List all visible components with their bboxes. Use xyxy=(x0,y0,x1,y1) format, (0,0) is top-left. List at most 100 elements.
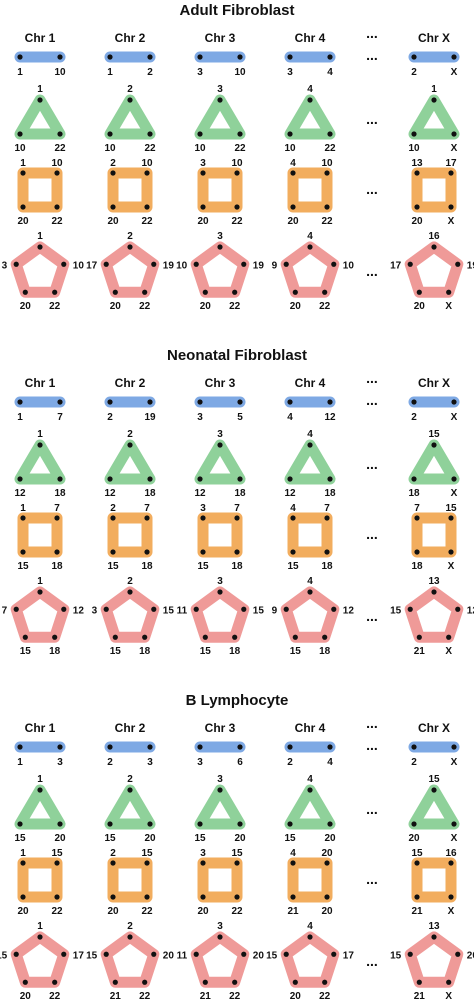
node-label: 21 xyxy=(414,991,426,1002)
chromosome-node xyxy=(144,894,150,900)
node-label: 22 xyxy=(49,301,61,312)
node-label: 15 xyxy=(445,503,457,514)
chromosome-node xyxy=(54,549,60,555)
chromosome-node xyxy=(290,204,296,210)
node-label: 15 xyxy=(86,950,98,961)
chromosome-node xyxy=(451,54,457,60)
node-label: 15 xyxy=(266,950,278,961)
node-label: 10 xyxy=(234,67,246,78)
node-label: 3 xyxy=(217,576,223,587)
tetramer-edges xyxy=(17,512,63,558)
chromosome-node xyxy=(200,894,206,900)
node-label: 20 xyxy=(321,848,333,859)
tetramer-edges xyxy=(411,167,457,213)
dimer-clique: 1 10 xyxy=(14,51,66,78)
node-label: 15 xyxy=(200,646,212,657)
node-label: 3 xyxy=(217,231,223,242)
chromosome-node xyxy=(193,606,199,612)
node-label: 18 xyxy=(49,646,61,657)
dimer-clique: 3 10 xyxy=(194,51,246,78)
node-label: 18 xyxy=(51,561,63,572)
chromosome-node xyxy=(107,821,113,827)
node-label: 3 xyxy=(57,757,63,768)
chromosome-node xyxy=(237,131,243,137)
node-label: 2 xyxy=(127,84,133,95)
ellipsis-marker: ... xyxy=(366,801,378,817)
node-label: 20 xyxy=(110,301,122,312)
node-label: 7 xyxy=(324,503,330,514)
chromosome-node xyxy=(431,934,437,940)
pentamer-edges xyxy=(280,931,340,988)
node-label: 1 xyxy=(37,84,43,95)
node-label: 3 xyxy=(200,503,206,514)
node-label: 7 xyxy=(57,412,63,423)
chromosome-node xyxy=(110,170,116,176)
node-label: 18 xyxy=(54,488,66,499)
chromosome-node xyxy=(411,54,417,60)
chromosome-node xyxy=(200,515,206,521)
node-label: 12 xyxy=(73,605,85,616)
trimer-clique: 15 20 X xyxy=(408,774,460,844)
pentamer-clique: 4 9 12 15 18 xyxy=(272,576,355,657)
chromosome-node xyxy=(411,399,417,405)
chromosome-node xyxy=(455,951,461,957)
chromosome-header: Chr 1 xyxy=(25,721,56,735)
chromosome-node xyxy=(292,634,298,640)
node-label: 15 xyxy=(141,848,153,859)
ellipsis-marker: ... xyxy=(366,526,378,542)
node-label: 10 xyxy=(343,260,355,271)
dimer-clique: 4 12 xyxy=(284,396,336,423)
chromosome-node xyxy=(287,54,293,60)
pentamer-edges xyxy=(190,931,250,988)
pentamer-edges xyxy=(100,586,160,643)
chromosome-node xyxy=(202,634,208,640)
node-label: 20 xyxy=(290,991,302,1002)
node-label: 1 xyxy=(20,503,26,514)
chromosome-node xyxy=(61,606,67,612)
node-label: 15 xyxy=(104,833,116,844)
tetramer-clique: 4 7 15 18 xyxy=(287,503,333,572)
node-label: 2 xyxy=(107,757,113,768)
chromosome-node xyxy=(20,170,26,176)
chromosome-node xyxy=(331,951,337,957)
chromosome-node xyxy=(112,634,118,640)
node-label: 20 xyxy=(324,833,336,844)
node-label: 19 xyxy=(467,260,474,271)
node-label: X xyxy=(451,757,458,768)
tetramer-clique: 13 17 20 X xyxy=(411,158,457,227)
chromosome-node xyxy=(57,54,63,60)
node-label: 15 xyxy=(0,950,8,961)
node-label: 1 xyxy=(20,158,26,169)
node-label: 2 xyxy=(127,576,133,587)
pentamer-edges xyxy=(280,241,340,298)
pentamer-clique: 2 17 19 20 22 xyxy=(86,231,174,312)
chromosome-node xyxy=(241,261,247,267)
node-label: 3 xyxy=(217,429,223,440)
chromosome-node xyxy=(147,131,153,137)
chromosome-node xyxy=(287,821,293,827)
chromosome-node xyxy=(54,170,60,176)
node-label: 18 xyxy=(319,646,331,657)
chromosome-header: Chr 1 xyxy=(25,376,56,390)
node-label: 22 xyxy=(139,301,151,312)
chromosome-node xyxy=(127,589,133,595)
chromosome-node xyxy=(200,170,206,176)
trimer-edges xyxy=(408,439,460,485)
chromosome-node xyxy=(307,787,313,793)
node-label: 15 xyxy=(14,833,26,844)
node-label: X xyxy=(445,991,452,1002)
node-label: 18 xyxy=(234,488,246,499)
pentamer-edges xyxy=(100,931,160,988)
chromosome-node xyxy=(57,821,63,827)
node-label: X xyxy=(448,561,455,572)
node-label: 1 xyxy=(431,84,437,95)
chromosome-node xyxy=(17,131,23,137)
ellipsis-marker: ... xyxy=(366,370,378,386)
node-label: 2 xyxy=(411,757,417,768)
trimer-edges xyxy=(284,94,336,140)
trimer-edges xyxy=(284,439,336,485)
